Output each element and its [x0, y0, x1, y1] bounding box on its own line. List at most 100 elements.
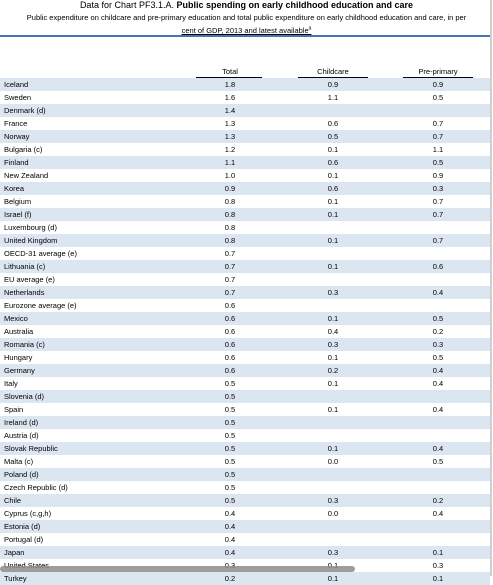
cell-preprimary: 0.5 [432, 314, 444, 323]
table-row: Eurozone average (e) 0.6 [0, 299, 490, 312]
cell-total: 0.2 [224, 574, 236, 583]
table-row: Israel (f) 0.8 0.1 0.7 [0, 208, 490, 221]
cell-childcare: 0.1 [327, 353, 339, 362]
cell-total: 0.8 [224, 197, 236, 206]
subtitle-line1: Public expenditure on childcare and pre-… [26, 13, 467, 22]
cell-total: 0.7 [224, 275, 236, 284]
cell-country: Slovak Republic [4, 444, 58, 453]
table-row: Belgium 0.8 0.1 0.7 [0, 195, 490, 208]
table-row: EU average (e) 0.7 [0, 273, 490, 286]
cell-preprimary: 0.4 [432, 366, 444, 375]
cell-childcare: 0.9 [327, 80, 339, 89]
cell-preprimary: 0.5 [432, 457, 444, 466]
table-row: Slovak Republic 0.5 0.1 0.4 [0, 442, 490, 455]
table-row: Malta (c) 0.5 0.0 0.5 [0, 455, 490, 468]
cell-childcare: 0.1 [318, 559, 348, 572]
cell-preprimary: 0.4 [432, 288, 444, 297]
cell-country: Estonia (d) [4, 522, 41, 531]
table-row: Korea 0.9 0.6 0.3 [0, 182, 490, 195]
cell-country: Cyprus (c,g,h) [4, 509, 52, 518]
cell-total: 0.4 [224, 522, 236, 531]
cell-total: 0.7 [224, 288, 236, 297]
table-row: Hungary 0.6 0.1 0.5 [0, 351, 490, 364]
cell-childcare: 0.1 [327, 171, 339, 180]
cell-country: Poland (d) [4, 470, 39, 479]
cell-total: 0.5 [224, 379, 236, 388]
cell-country: Spain [4, 405, 24, 414]
cell-country: Bulgaria (c) [4, 145, 43, 154]
cell-preprimary: 0.1 [432, 548, 444, 557]
table-row: Mexico 0.6 0.1 0.5 [0, 312, 490, 325]
cell-total: 0.3 [215, 559, 245, 572]
table-row: Sweden 1.6 1.1 0.5 [0, 91, 490, 104]
cell-preprimary: 0.2 [432, 496, 444, 505]
table-row: Ireland (d) 0.5 [0, 416, 490, 429]
cell-total: 0.5 [224, 457, 236, 466]
cell-childcare: 0.1 [327, 405, 339, 414]
page-title: Data for Chart PF3.1.A. Public spending … [0, 0, 493, 11]
cell-total: 1.6 [224, 93, 236, 102]
header-childcare: Childcare [317, 67, 349, 76]
cell-country: Hungary [4, 353, 33, 362]
table-row: Luxembourg (d) 0.8 [0, 221, 490, 234]
table-header: Total Childcare Pre-primary [0, 66, 490, 77]
horizontal-scrollbar[interactable] [0, 565, 493, 573]
cell-total: 1.4 [224, 106, 236, 115]
header-underline-preprimary [403, 77, 473, 78]
cell-childcare: 0.1 [327, 444, 339, 453]
cell-childcare: 0.1 [327, 379, 339, 388]
cell-total: 0.4 [224, 509, 236, 518]
cell-country: Italy [4, 379, 18, 388]
cell-total: 0.5 [224, 418, 236, 427]
cell-preprimary: 0.2 [432, 327, 444, 336]
header-underline-childcare [298, 77, 368, 78]
cell-country: France [4, 119, 28, 128]
table-row: Bulgaria (c) 1.2 0.1 1.1 [0, 143, 490, 156]
cell-country: Japan [4, 548, 25, 557]
cell-country: Lithuania (c) [4, 262, 46, 271]
table-row: Estonia (d) 0.4 [0, 520, 490, 533]
table-row: United Kingdom 0.8 0.1 0.7 [0, 234, 490, 247]
cell-country: United Kingdom [4, 236, 58, 245]
horizontal-scroll-thumb[interactable] [0, 566, 355, 572]
cell-childcare: 0.1 [327, 236, 339, 245]
cell-childcare: 0.3 [327, 340, 339, 349]
table-row: Turkey 0.2 0.1 0.1 [0, 572, 490, 585]
vertical-scroll-track[interactable] [490, 0, 492, 576]
cell-country: Denmark (d) [4, 106, 46, 115]
page-subtitle: Public expenditure on childcare and pre-… [4, 12, 489, 36]
table-row: Slovenia (d) 0.5 [0, 390, 490, 403]
cell-country: Ireland (d) [4, 418, 39, 427]
cell-preprimary: 1.1 [432, 145, 444, 154]
cell-total: 0.7 [224, 249, 236, 258]
data-table: Total Childcare Pre-primary Iceland 1.8 0.… [0, 66, 490, 585]
table-row: Poland (d) 0.5 [0, 468, 490, 481]
table-row: Norway 1.3 0.5 0.7 [0, 130, 490, 143]
cell-childcare: 0.6 [327, 158, 339, 167]
cell-total: 0.5 [224, 431, 236, 440]
cell-country: Chile [4, 496, 22, 505]
cell-total: 0.5 [224, 483, 236, 492]
cell-country: United States [4, 559, 49, 572]
cell-country: Austria (d) [4, 431, 39, 440]
cell-total: 0.4 [224, 535, 236, 544]
cell-total: 0.6 [224, 301, 236, 310]
title-rule [0, 35, 490, 37]
table-row: Chile 0.5 0.3 0.2 [0, 494, 490, 507]
cell-preprimary: 0.3 [432, 184, 444, 193]
cell-preprimary: 0.1 [432, 574, 444, 583]
cell-country: Iceland [4, 80, 29, 89]
table-row: Austria (d) 0.5 [0, 429, 490, 442]
cell-childcare: 0.6 [327, 184, 339, 193]
table-row: Lithuania (c) 0.7 0.1 0.6 [0, 260, 490, 273]
header-underline [0, 77, 490, 78]
cell-childcare: 0.1 [327, 210, 339, 219]
cell-country: Luxembourg (d) [4, 223, 57, 232]
cell-country: OECD-31 average (e) [4, 249, 77, 258]
cell-childcare: 0.3 [327, 548, 339, 557]
cell-preprimary: 0.7 [432, 119, 444, 128]
cell-country: Romania (c) [4, 340, 45, 349]
title-lead: Data for Chart PF3.1.A. [79, 0, 174, 10]
subtitle-line2: cent of GDP, 2013 and latest availablea [182, 25, 312, 35]
cell-total: 0.6 [224, 314, 236, 323]
